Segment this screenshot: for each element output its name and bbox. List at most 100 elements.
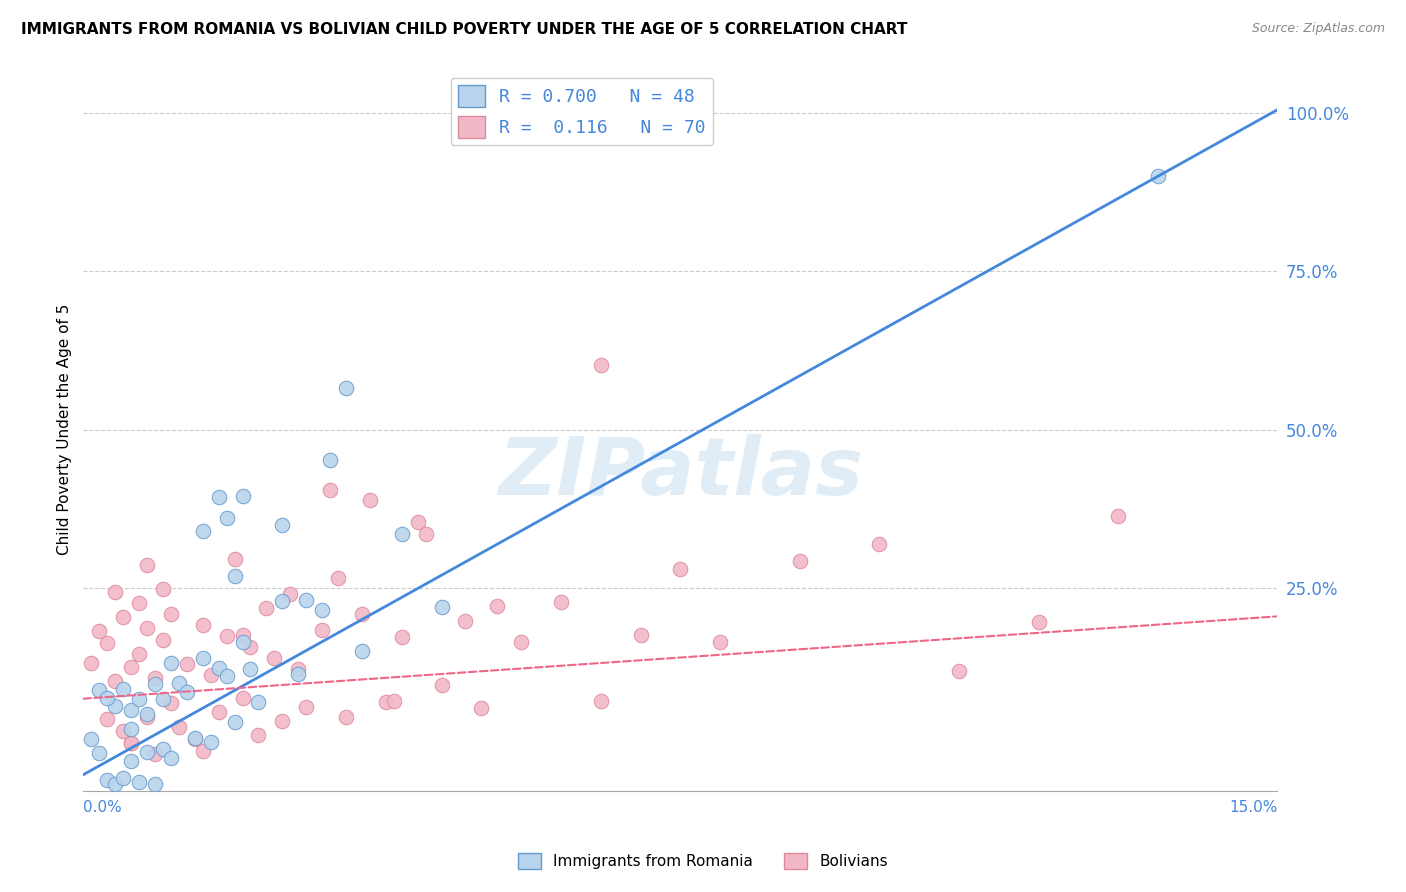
Point xyxy=(271,517,294,532)
Point xyxy=(311,603,333,617)
Point xyxy=(152,691,174,706)
Point xyxy=(112,682,135,697)
Point xyxy=(136,710,159,724)
Point xyxy=(319,483,342,497)
Point xyxy=(96,773,118,788)
Point xyxy=(136,621,159,635)
Point xyxy=(208,705,231,719)
Point xyxy=(335,381,357,395)
Point xyxy=(120,660,142,674)
Point xyxy=(589,693,612,707)
Point xyxy=(406,515,429,529)
Point xyxy=(215,510,238,524)
Point xyxy=(231,628,253,642)
Point xyxy=(263,651,285,665)
Point xyxy=(104,699,127,714)
Point xyxy=(104,673,127,688)
Text: 15.0%: 15.0% xyxy=(1229,800,1278,815)
Point xyxy=(224,569,246,583)
Point xyxy=(143,777,166,791)
Point xyxy=(1028,615,1050,629)
Point xyxy=(239,662,262,676)
Point xyxy=(868,536,890,550)
Point xyxy=(295,593,318,607)
Point xyxy=(96,636,118,650)
Point xyxy=(278,587,301,601)
Legend: Immigrants from Romania, Bolivians: Immigrants from Romania, Bolivians xyxy=(512,847,894,875)
Point xyxy=(271,714,294,728)
Point xyxy=(80,731,103,746)
Point xyxy=(224,715,246,730)
Point xyxy=(208,490,231,504)
Point xyxy=(128,647,150,661)
Point xyxy=(120,722,142,736)
Point xyxy=(630,628,652,642)
Text: ZIPatlas: ZIPatlas xyxy=(498,434,863,512)
Point xyxy=(200,667,222,681)
Point xyxy=(96,691,118,706)
Legend: R = 0.700   N = 48, R =  0.116   N = 70: R = 0.700 N = 48, R = 0.116 N = 70 xyxy=(450,78,713,145)
Point xyxy=(136,745,159,759)
Point xyxy=(112,723,135,738)
Point xyxy=(215,629,238,643)
Point xyxy=(167,676,190,690)
Point xyxy=(311,623,333,637)
Point xyxy=(120,736,142,750)
Point xyxy=(136,558,159,572)
Point xyxy=(89,746,111,760)
Point xyxy=(184,731,207,745)
Point xyxy=(128,774,150,789)
Point xyxy=(254,600,277,615)
Point xyxy=(948,665,970,679)
Point xyxy=(1147,169,1170,184)
Point xyxy=(160,607,183,621)
Point xyxy=(589,358,612,372)
Point xyxy=(152,582,174,596)
Point xyxy=(454,614,477,628)
Point xyxy=(430,678,453,692)
Point xyxy=(295,699,318,714)
Point xyxy=(382,694,405,708)
Point xyxy=(160,656,183,670)
Point xyxy=(271,593,294,607)
Point xyxy=(160,750,183,764)
Point xyxy=(415,527,437,541)
Point xyxy=(391,630,413,644)
Point xyxy=(669,562,692,576)
Point xyxy=(350,607,373,622)
Point xyxy=(120,703,142,717)
Text: IMMIGRANTS FROM ROMANIA VS BOLIVIAN CHILD POVERTY UNDER THE AGE OF 5 CORRELATION: IMMIGRANTS FROM ROMANIA VS BOLIVIAN CHIL… xyxy=(21,22,907,37)
Point xyxy=(128,596,150,610)
Point xyxy=(789,554,811,568)
Point xyxy=(335,710,357,724)
Point xyxy=(80,657,103,671)
Point xyxy=(184,732,207,747)
Text: 0.0%: 0.0% xyxy=(83,800,122,815)
Point xyxy=(550,595,572,609)
Point xyxy=(430,599,453,614)
Point xyxy=(112,771,135,785)
Point xyxy=(231,691,253,706)
Y-axis label: Child Poverty Under the Age of 5: Child Poverty Under the Age of 5 xyxy=(58,304,72,555)
Point xyxy=(350,644,373,658)
Point xyxy=(359,492,381,507)
Point xyxy=(120,754,142,768)
Point xyxy=(152,742,174,756)
Point xyxy=(470,701,492,715)
Point xyxy=(112,610,135,624)
Point xyxy=(709,635,731,649)
Point xyxy=(486,599,509,613)
Point xyxy=(215,669,238,683)
Text: Source: ZipAtlas.com: Source: ZipAtlas.com xyxy=(1251,22,1385,36)
Point xyxy=(391,527,413,541)
Point xyxy=(128,692,150,706)
Point xyxy=(224,552,246,566)
Point xyxy=(143,747,166,762)
Point xyxy=(176,684,198,698)
Point xyxy=(89,624,111,639)
Point xyxy=(200,735,222,749)
Point xyxy=(160,696,183,710)
Point xyxy=(231,489,253,503)
Point xyxy=(374,695,396,709)
Point xyxy=(247,728,270,742)
